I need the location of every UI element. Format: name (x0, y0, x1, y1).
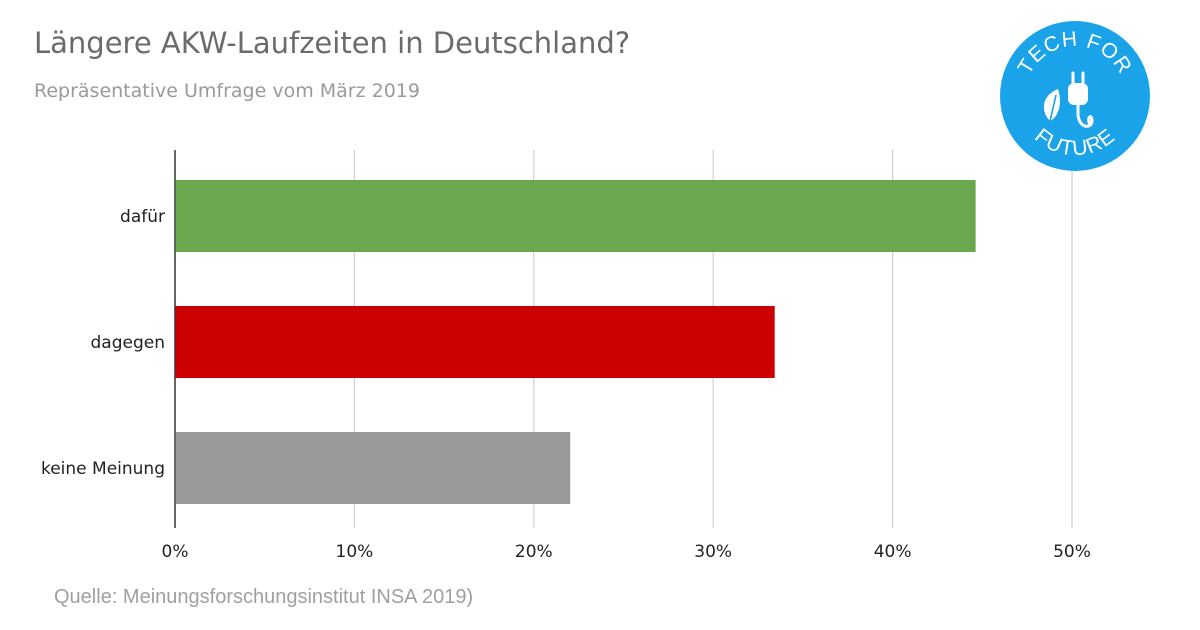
x-tick-label: 30% (694, 542, 732, 562)
bar (175, 432, 571, 504)
category-label: dafür (120, 207, 165, 227)
leaf-icon (1043, 89, 1060, 122)
x-tick-label: 50% (1053, 542, 1091, 562)
chart-title: Längere AKW-Laufzeiten in Deutschland? (34, 26, 631, 60)
x-tick-label: 10% (336, 542, 374, 562)
category-label: dagegen (91, 333, 165, 353)
x-tick-label: 40% (874, 542, 912, 562)
plug-icon (1068, 71, 1094, 128)
x-tick-label: 20% (515, 542, 553, 562)
tech-for-future-logo: TECH FOR FUTURE (1000, 21, 1150, 171)
category-label: keine Meinung (41, 459, 165, 479)
chart-subtitle: Repräsentative Umfrage vom März 2019 (34, 80, 420, 102)
bar (175, 180, 976, 252)
x-tick-label: 0% (162, 542, 189, 562)
bar (175, 306, 775, 378)
source-note: Quelle: Meinungsforschungsinstitut INSA … (54, 586, 474, 608)
